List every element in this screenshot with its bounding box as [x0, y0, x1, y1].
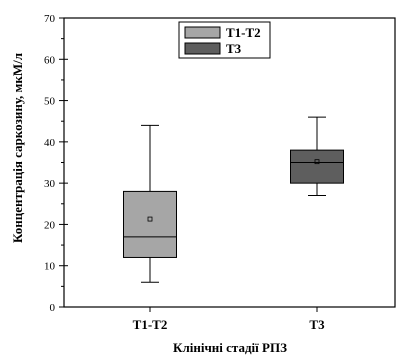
plot-area [123, 116, 344, 283]
x-tick-label: T1-T2 [133, 317, 168, 332]
y-tick-label: 60 [44, 54, 56, 66]
y-tick-label: 10 [44, 261, 56, 273]
plot-frame [63, 17, 396, 308]
mean-marker [314, 159, 320, 165]
legend-swatch [184, 42, 221, 55]
legend-swatch [184, 26, 221, 39]
legend-label: T1-T2 [226, 25, 261, 40]
y-tick-label: 0 [50, 302, 56, 314]
y-axis-title: Концентрація саркозину, мкМ/л [10, 53, 25, 243]
box-T3 [290, 149, 344, 184]
x-axis-title: Клінічні стадії РПЗ [173, 340, 287, 355]
mean-marker [147, 216, 153, 222]
x-tick-label: T3 [309, 317, 325, 332]
box-T1-T2 [123, 190, 177, 258]
y-tick-label: 50 [44, 96, 56, 108]
y-tick-label: 30 [44, 178, 56, 190]
y-tick-label: 40 [44, 137, 56, 149]
y-tick-label: 70 [44, 13, 56, 25]
y-tick-label: 20 [44, 219, 56, 231]
legend-label: T3 [226, 41, 242, 56]
